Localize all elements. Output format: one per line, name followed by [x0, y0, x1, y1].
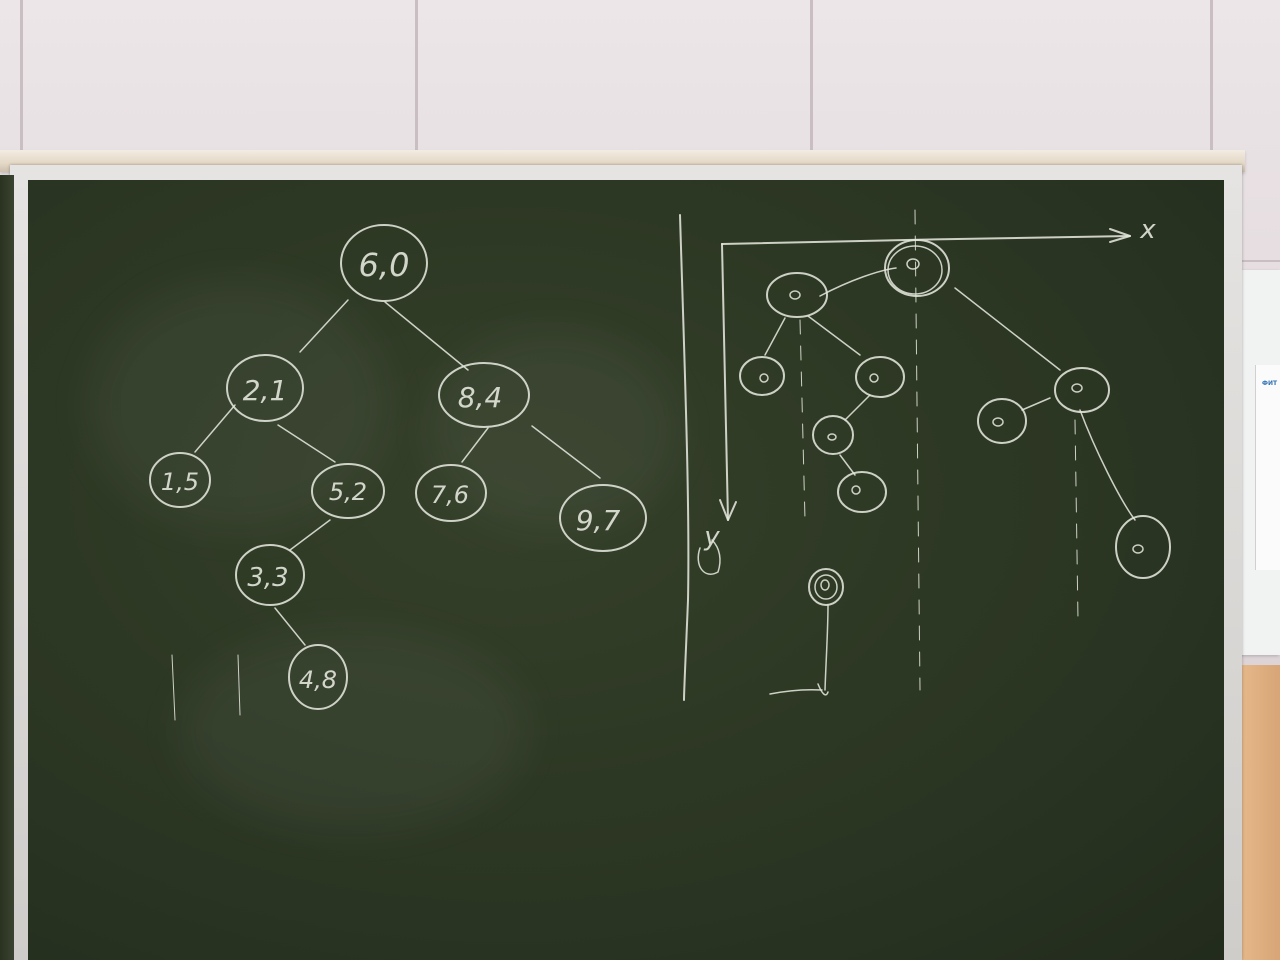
eraser-smudge [178, 630, 528, 830]
faint-line [171, 654, 176, 721]
y-label-scribble [697, 539, 721, 575]
tree-node-circle [235, 544, 305, 606]
plot-node-circle [766, 272, 828, 318]
y-axis [721, 243, 729, 521]
notice-logo: ФИТ [1262, 380, 1278, 387]
plot-node-circle [808, 568, 844, 606]
plot-node-dot [759, 373, 769, 383]
tree-node-label: 6,0 [359, 246, 410, 284]
tree-node-label: 2,1 [243, 374, 288, 407]
plot-edge [839, 454, 856, 476]
tree-node-circle [311, 463, 385, 519]
tree-edge [461, 427, 489, 463]
plot-node-dot [820, 579, 830, 591]
notice-paper [1255, 365, 1280, 570]
wall-tile-seam [415, 0, 418, 150]
tree-edge [274, 607, 306, 646]
tree-node-circle [340, 224, 428, 302]
plot-node-dot [851, 485, 861, 495]
x-axis [721, 235, 1131, 245]
tree-node-circle [226, 354, 304, 422]
plot-edge [817, 683, 829, 696]
dashed-guide [914, 209, 921, 691]
plot-node-circle [887, 245, 943, 295]
tree-node-label: 5,2 [329, 478, 367, 506]
plot-node-circle [884, 239, 950, 297]
plot-node-dot [1132, 544, 1144, 554]
plot-node-circle [1115, 515, 1171, 579]
plot-node-circle [837, 471, 887, 513]
plot-edge [844, 394, 871, 421]
dashed-guide [799, 319, 806, 521]
board-divider-line [679, 214, 690, 701]
tree-node-circle [415, 464, 487, 522]
x-axis-label: x [1139, 215, 1156, 245]
plot-node-dot [789, 290, 801, 300]
plot-node-dot [1071, 383, 1083, 393]
coordinate-sketch: x y [697, 209, 1171, 696]
y-axis-arrow [719, 499, 737, 521]
plot-node-circle [814, 574, 838, 600]
plot-edge [807, 315, 861, 356]
tree-node-label: 9,7 [576, 504, 621, 537]
tree-node-label: 8,4 [458, 381, 503, 414]
tree-node-label: 3,3 [247, 563, 288, 593]
faint-line [237, 654, 241, 716]
wall-tile-seam [20, 0, 23, 150]
wall-tile-seam [810, 0, 813, 155]
tree-edge [277, 424, 336, 463]
tree-edge [194, 404, 236, 453]
plot-node-dot [869, 373, 879, 383]
plot-node-dot [906, 258, 920, 270]
tree-node-circle [559, 484, 647, 552]
plot-edge [1021, 397, 1051, 411]
tree-node-circle [149, 452, 211, 508]
plot-node-dot [827, 433, 837, 441]
plot-node-circle [812, 415, 854, 455]
wall-tile-seam [1230, 260, 1280, 262]
wall-tile-seam [1210, 0, 1213, 170]
plot-node-circle [977, 398, 1027, 444]
plot-node-circle [855, 356, 905, 398]
tree-edge [531, 425, 601, 479]
plot-node-circle [1054, 367, 1110, 413]
tree-node-circle [438, 362, 530, 428]
adjacent-board-edge [0, 175, 14, 960]
tree-node-label: 1,5 [161, 468, 199, 496]
binary-search-tree: 6,0 2,1 8,4 1,5 5,2 7,6 9,7 3,3 4,8 [149, 224, 647, 721]
plot-node-dot [992, 417, 1004, 427]
tree-edge [299, 299, 349, 353]
tree-node-circle [288, 644, 348, 710]
tree-edge [289, 519, 331, 551]
dashed-guide [1074, 419, 1079, 621]
x-axis-arrow [1109, 228, 1131, 243]
tree-node-label: 4,8 [299, 666, 337, 694]
plot-edge [1079, 409, 1136, 521]
eraser-smudge [88, 280, 388, 530]
chalkboard [28, 180, 1224, 960]
tree-node-label: 7,6 [431, 481, 469, 509]
plot-edge [819, 267, 897, 297]
plot-node-circle [739, 356, 785, 396]
plot-edge [764, 317, 786, 356]
plot-edge [769, 688, 823, 695]
tree-edge [384, 301, 469, 371]
plot-edge [954, 287, 1061, 371]
plot-edge [824, 604, 829, 691]
